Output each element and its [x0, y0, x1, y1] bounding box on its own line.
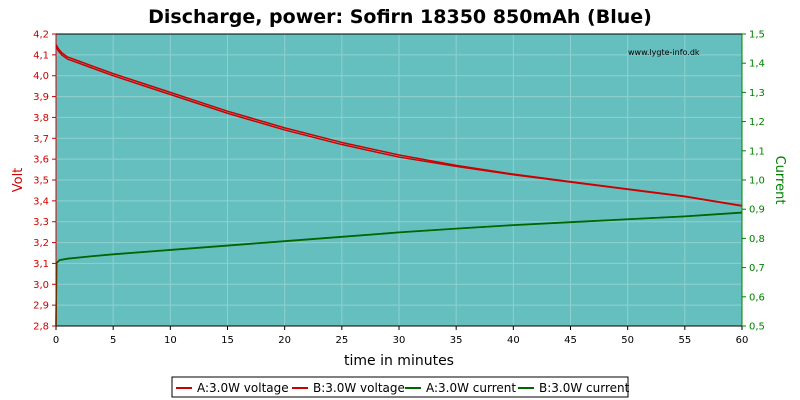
- y-right-tick-label: 1,2: [749, 117, 765, 128]
- y-left-tick-label: 4,1: [33, 50, 49, 61]
- y-left-tick-label: 3,0: [33, 280, 49, 291]
- y-left-tick-label: 3,6: [33, 155, 49, 166]
- y-left-tick-label: 3,5: [33, 176, 49, 187]
- y-left-ticks: 2,8 2,9 3,0 3,1 3,2 3,3 3,4 3,5 3,6 3,7 3,8 3,9 4,0 4…: [33, 30, 56, 333]
- grid-lines: [56, 34, 742, 326]
- x-tick-label: 55: [678, 335, 691, 346]
- y-left-tick-label: 3,4: [33, 196, 49, 207]
- y-right-axis-title: Current: [772, 156, 787, 205]
- y-right-tick-label: 1,0: [749, 176, 765, 187]
- chart-title: Discharge, power: Sofirn 18350 850mAh (B…: [148, 6, 652, 28]
- y-right-tick-label: 1,1: [749, 146, 765, 157]
- y-left-tick-label: 3,7: [33, 134, 49, 145]
- y-left-tick-label: 4,2: [33, 30, 49, 41]
- y-left-tick-label: 4,0: [33, 71, 49, 82]
- x-tick-label: 25: [335, 335, 348, 346]
- x-tick-label: 60: [736, 335, 749, 346]
- y-left-tick-label: 3,8: [33, 113, 49, 124]
- y-left-axis-title: Volt: [11, 168, 26, 193]
- y-right-tick-label: 0,6: [749, 292, 765, 303]
- y-left-tick-label: 3,2: [33, 238, 49, 249]
- x-tick-label: 30: [393, 335, 406, 346]
- y-right-tick-label: 0,8: [749, 234, 765, 245]
- y-right-tick-label: 0,5: [749, 322, 765, 333]
- y-right-tick-label: 1,3: [749, 88, 765, 99]
- y-left-tick-label: 3,1: [33, 259, 49, 270]
- x-tick-label: 45: [564, 335, 577, 346]
- x-tick-label: 5: [110, 335, 116, 346]
- legend-label: B:3.0W voltage: [313, 381, 405, 395]
- legend-label: A:3.0W voltage: [197, 381, 289, 395]
- y-right-ticks: 0,5 0,6 0,7 0,8 0,9 1,0 1,1 1,2 1,3 1,4 1,5: [742, 30, 765, 333]
- x-tick-label: 50: [621, 335, 634, 346]
- x-tick-label: 40: [507, 335, 520, 346]
- y-left-tick-label: 3,9: [33, 92, 49, 103]
- series-lines: [55, 44, 743, 327]
- series-line-b-3-0w-current: [55, 211, 743, 327]
- legend-box: [171, 376, 629, 398]
- x-tick-label: 20: [278, 335, 291, 346]
- legend-label: A:3.0W current: [426, 381, 516, 395]
- y-right-tick-label: 0,9: [749, 205, 765, 216]
- y-left-tick-label: 2,9: [33, 301, 49, 312]
- y-left-tick-label: 3,3: [33, 217, 49, 228]
- x-tick-label: 0: [53, 335, 59, 346]
- watermark: www.lygte-info.dk: [628, 48, 700, 57]
- x-axis-title: time in minutes: [344, 353, 454, 369]
- y-right-tick-label: 1,5: [749, 30, 765, 41]
- legend-label: B:3.0W current: [539, 381, 630, 395]
- y-right-tick-label: 0,7: [749, 263, 765, 274]
- legend: A:3.0W voltage B:3.0W voltage A:3.0W curre…: [171, 376, 630, 398]
- x-tick-label: 35: [450, 335, 463, 346]
- series-line-b-3-0w-voltage: [55, 44, 743, 207]
- x-tick-label: 10: [164, 335, 177, 346]
- y-left-tick-label: 2,8: [33, 322, 49, 333]
- x-tick-label: 15: [221, 335, 234, 346]
- y-right-tick-label: 1,4: [749, 59, 765, 70]
- x-axis-ticks: 0 5 10 15 20 25 30 35 40 45 50 55 60: [53, 326, 749, 346]
